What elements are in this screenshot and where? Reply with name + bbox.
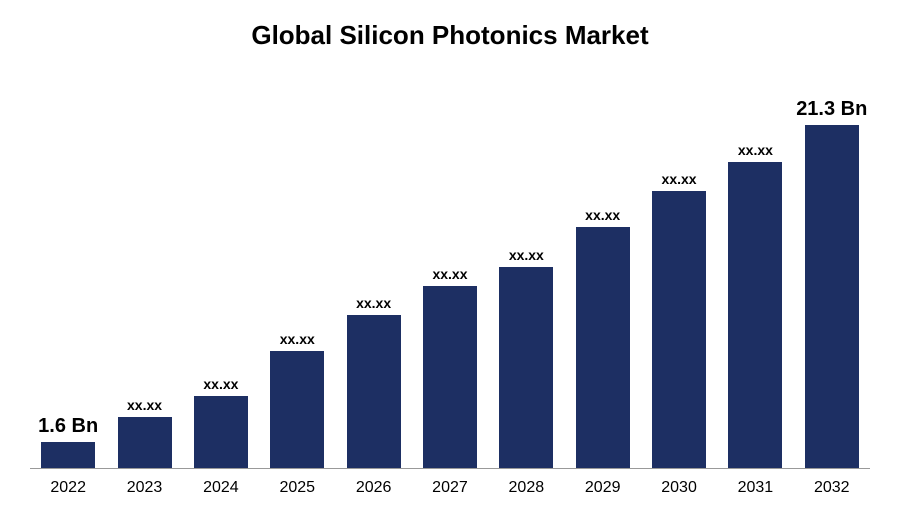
bar <box>423 286 477 468</box>
x-axis-label: 2025 <box>259 479 335 497</box>
bar-group: xx.xx <box>335 295 411 468</box>
x-axis-label: 2030 <box>641 479 717 497</box>
bar <box>194 396 248 468</box>
x-axis-label: 2027 <box>412 479 488 497</box>
bar-value-label: xx.xx <box>203 376 238 392</box>
plot-area: 1.6 Bn xx.xx xx.xx xx.xx xx.xx xx.xx xx.xx xx.x… <box>30 69 870 469</box>
x-axis-label: 2024 <box>183 479 259 497</box>
x-axis-label: 2032 <box>794 479 870 497</box>
bar-group: 21.3 Bn <box>794 98 870 468</box>
bar-group: xx.xx <box>641 171 717 468</box>
bar-group: xx.xx <box>183 376 259 468</box>
bar <box>576 227 630 468</box>
bar-group: xx.xx <box>106 397 182 468</box>
x-axis-label: 2022 <box>30 479 106 497</box>
x-axis-label: 2031 <box>717 479 793 497</box>
x-axis: 2022202320242025202620272028202920302031… <box>30 479 870 497</box>
bar-value-label: xx.xx <box>127 397 162 413</box>
bar-value-label: xx.xx <box>585 207 620 223</box>
x-axis-label: 2026 <box>335 479 411 497</box>
x-axis-label: 2029 <box>565 479 641 497</box>
bar <box>347 315 401 468</box>
bar-group: xx.xx <box>488 247 564 468</box>
chart-title: Global Silicon Photonics Market <box>30 20 870 51</box>
bar-group: 1.6 Bn <box>30 415 106 468</box>
bar-group: xx.xx <box>259 331 335 468</box>
bar <box>728 162 782 468</box>
bar-value-label: 1.6 Bn <box>38 415 98 438</box>
bar <box>118 417 172 468</box>
bar-value-label: xx.xx <box>280 331 315 347</box>
bar-value-label: xx.xx <box>432 266 467 282</box>
bar-value-label: xx.xx <box>356 295 391 311</box>
bar <box>499 267 553 468</box>
bar-value-label: xx.xx <box>509 247 544 263</box>
x-axis-label: 2028 <box>488 479 564 497</box>
bar-group: xx.xx <box>412 266 488 468</box>
bar-group: xx.xx <box>565 207 641 468</box>
chart-container: Global Silicon Photonics Market 1.6 Bn xx… <box>0 0 900 525</box>
bar <box>41 442 95 468</box>
bar-group: xx.xx <box>717 142 793 468</box>
bar <box>652 191 706 468</box>
bar-value-label: 21.3 Bn <box>796 98 867 121</box>
bar <box>270 351 324 468</box>
x-axis-label: 2023 <box>106 479 182 497</box>
bar <box>805 125 859 468</box>
bar-value-label: xx.xx <box>738 142 773 158</box>
bar-value-label: xx.xx <box>662 171 697 187</box>
